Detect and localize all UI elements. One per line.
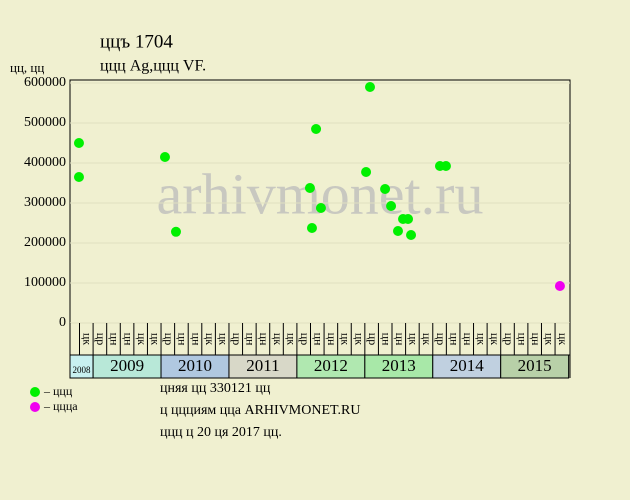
x-tick-label: цк [407, 333, 421, 345]
y-tick-label: 400000 [24, 155, 66, 170]
chart-title: ццъ 1704 [100, 31, 173, 52]
x-tick-label: цр [94, 333, 108, 345]
data-point [73, 138, 84, 148]
note: цняя цц 330121 цц [160, 381, 271, 396]
x-tick-label: цк [135, 333, 149, 345]
data-point [315, 203, 326, 213]
x-tick-label: цр [298, 333, 312, 345]
x-tick-label: цн [379, 333, 393, 346]
data-point [403, 214, 414, 224]
x-tick-label: цн [189, 333, 203, 346]
x-tick-label: цн [312, 333, 326, 346]
x-tick-label: цк [284, 333, 298, 345]
legend-marker [30, 402, 40, 412]
x-tick-label: цк [339, 333, 353, 345]
data-point [304, 183, 315, 193]
x-tick-label: цк [148, 333, 162, 345]
data-point [554, 281, 565, 291]
data-point [306, 223, 317, 233]
data-point [380, 184, 391, 194]
year-label: 2011 [246, 356, 279, 375]
x-tick-label: цр [434, 333, 448, 345]
x-tick-label: цк [271, 333, 285, 345]
y-tick-label: 500000 [24, 115, 66, 130]
x-tick-label: цк [352, 333, 366, 345]
x-tick-label: цн [515, 333, 529, 346]
x-tick-label: цн [393, 333, 407, 346]
note: ц ццциям цца ARHIVMONET.RU [160, 403, 360, 418]
data-point [170, 226, 181, 237]
x-tick-label: цн [176, 333, 190, 346]
data-point [406, 230, 417, 240]
y-tick-label: 100000 [24, 275, 66, 290]
x-tick-label: цк [203, 333, 217, 345]
chart-subtitle: ццц Ag,ццц VF. [100, 58, 206, 75]
x-tick-label: цр [230, 333, 244, 345]
legend-label: – ццц [43, 384, 73, 398]
x-tick-label: цн [108, 333, 122, 346]
legend-marker [30, 387, 40, 397]
year-label: 2010 [178, 356, 212, 375]
data-point [159, 152, 170, 162]
year-label: 2012 [314, 356, 348, 375]
data-point [392, 226, 403, 236]
x-tick-label: цн [529, 333, 543, 346]
year-label: 2015 [518, 356, 552, 375]
y-tick-label: 200000 [24, 235, 66, 250]
data-point [73, 172, 84, 182]
data-point [311, 124, 322, 134]
x-tick-label: цн [121, 333, 135, 346]
data-point [440, 161, 451, 171]
x-tick-label: цн [257, 333, 271, 346]
year-cell [500, 354, 570, 379]
x-tick-label: цк [420, 333, 434, 345]
y-tick-label: 0 [59, 315, 66, 330]
x-tick-label: цн [244, 333, 258, 346]
y-axis-label: цц, цц [10, 60, 44, 75]
legend-label: – ццца [43, 399, 78, 413]
data-point [386, 201, 397, 211]
watermark: arhivmonet.ru [157, 161, 484, 226]
x-tick-label: цр [366, 333, 380, 345]
data-point [365, 82, 375, 92]
x-tick-label: цн [325, 333, 339, 346]
x-tick-label: цн [447, 333, 461, 346]
year-label: 2014 [450, 356, 485, 375]
x-tick-label: цк [543, 333, 557, 345]
x-tick-label: цр [502, 333, 516, 345]
year-label: 2008 [73, 365, 92, 375]
note: ццц ц 20 ця 2017 цц. [160, 425, 282, 440]
x-tick-label: цк [216, 333, 230, 345]
x-tick-label: цр [162, 333, 176, 345]
data-point [361, 167, 372, 177]
x-tick-label: цк [81, 333, 95, 345]
x-tick-label: цк [475, 333, 489, 345]
y-tick-label: 600000 [24, 75, 66, 90]
x-tick-label: цн [461, 333, 475, 346]
year-label: 2009 [110, 356, 144, 375]
year-label: 2013 [382, 356, 416, 375]
x-tick-label: цк [556, 333, 570, 345]
x-tick-label: цк [488, 333, 502, 345]
y-tick-label: 300000 [24, 195, 66, 210]
